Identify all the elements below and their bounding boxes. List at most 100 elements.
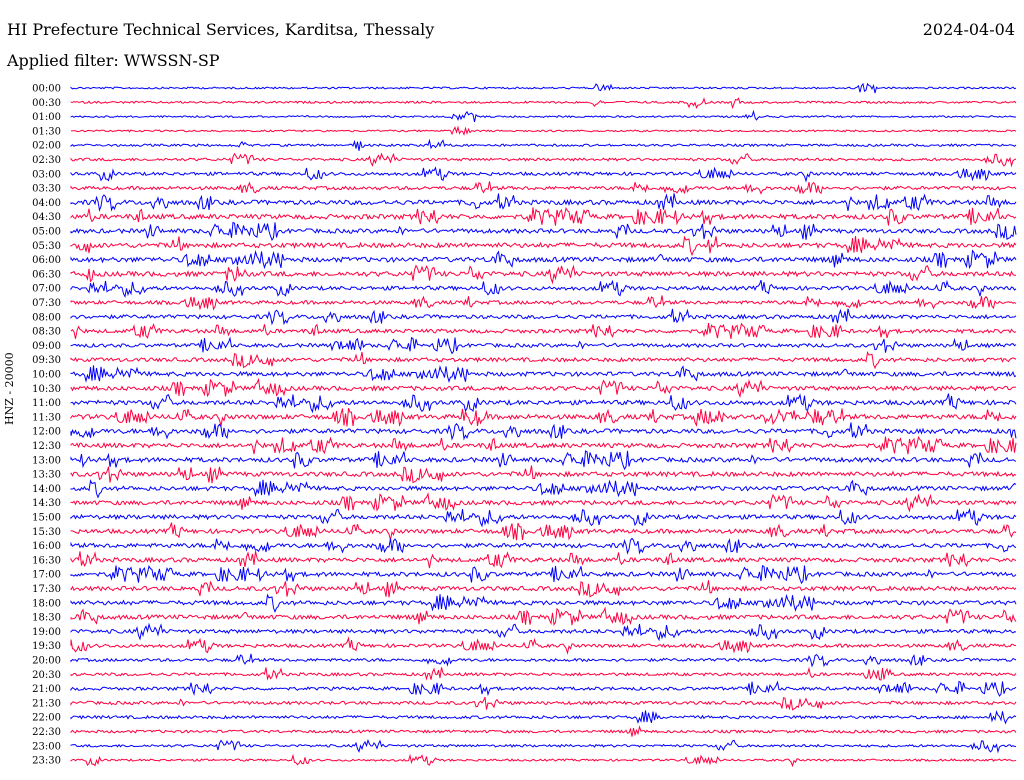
- trace-2100: [70, 680, 1017, 697]
- trace-0130: [70, 125, 1017, 136]
- row-time-label: 03:00: [32, 169, 61, 180]
- row-time-label: 16:00: [32, 541, 61, 552]
- row-time-label: 08:30: [32, 327, 61, 338]
- trace-0000: [70, 82, 1017, 94]
- trace-0800: [70, 308, 1017, 326]
- row-time-label: 03:30: [32, 184, 61, 195]
- trace-2030: [70, 666, 1017, 681]
- trace-1230: [70, 435, 1017, 455]
- trace-1130: [70, 408, 1017, 427]
- row-time-label: 02:00: [32, 141, 61, 152]
- trace-0630: [70, 264, 1017, 285]
- trace-0330: [70, 181, 1017, 195]
- trace-0200: [70, 138, 1017, 151]
- row-time-label: 17:00: [32, 570, 61, 581]
- trace-1730: [70, 580, 1017, 598]
- row-time-label: 16:30: [32, 555, 61, 566]
- row-time-label: 10:30: [32, 384, 61, 395]
- trace-2230: [70, 725, 1017, 737]
- row-time-label: 12:00: [32, 427, 61, 438]
- row-time-label: 20:30: [32, 670, 61, 681]
- row-time-label: 14:00: [32, 484, 61, 495]
- trace-0830: [70, 322, 1017, 340]
- trace-1830: [70, 606, 1017, 627]
- row-time-label: 11:30: [32, 412, 61, 423]
- trace-0700: [70, 279, 1017, 298]
- trace-0430: [70, 206, 1017, 226]
- trace-1030: [70, 377, 1017, 399]
- trace-1100: [70, 393, 1017, 414]
- trace-0900: [70, 336, 1017, 355]
- row-time-label: 23:00: [32, 741, 61, 752]
- row-time-label: 04:00: [32, 198, 61, 209]
- row-time-label: 07:00: [32, 284, 61, 295]
- row-time-label: 13:00: [32, 455, 61, 466]
- row-time-label: 20:00: [32, 656, 61, 667]
- trace-0930: [70, 351, 1017, 370]
- trace-1530: [70, 522, 1017, 541]
- trace-1430: [70, 492, 1017, 513]
- filter-label: Applied filter: WWSSN-SP: [7, 51, 220, 70]
- row-time-label: 15:00: [32, 513, 61, 524]
- row-time-label: 01:00: [32, 112, 61, 123]
- trace-1500: [70, 508, 1017, 528]
- row-time-label: 18:30: [32, 613, 61, 624]
- row-time-label: 08:00: [32, 312, 61, 323]
- trace-2130: [70, 696, 1017, 711]
- trace-0730: [70, 295, 1017, 311]
- trace-1800: [70, 593, 1017, 614]
- trace-1000: [70, 365, 1017, 384]
- row-time-label: 02:30: [32, 155, 61, 166]
- page-title: HI Prefecture Technical Services, Kardit…: [7, 20, 435, 39]
- trace-2000: [70, 653, 1017, 668]
- row-time-label: 00:30: [32, 98, 61, 109]
- row-time-label: 09:00: [32, 341, 61, 352]
- trace-0530: [70, 235, 1017, 257]
- row-time-label: 12:30: [32, 441, 61, 452]
- trace-0030: [70, 97, 1017, 110]
- trace-1300: [70, 450, 1017, 471]
- row-time-label: 09:30: [32, 355, 61, 366]
- row-time-label: 23:30: [32, 756, 61, 767]
- row-time-label: 00:00: [32, 84, 61, 95]
- trace-0400: [70, 193, 1017, 212]
- trace-1330: [70, 465, 1017, 484]
- row-time-label: 06:00: [32, 255, 61, 266]
- trace-1400: [70, 479, 1017, 499]
- row-time-label: 07:30: [32, 298, 61, 309]
- row-time-label: 19:30: [32, 641, 61, 652]
- row-time-label: 06:30: [32, 269, 61, 280]
- row-time-label: 21:00: [32, 684, 61, 695]
- trace-1900: [70, 622, 1017, 642]
- trace-0230: [70, 152, 1017, 168]
- record-date: 2024-04-04: [922, 20, 1015, 39]
- trace-1930: [70, 636, 1016, 655]
- row-time-label: 17:30: [32, 584, 61, 595]
- row-time-label: 01:30: [32, 126, 61, 137]
- trace-2200: [70, 710, 1017, 725]
- trace-0300: [70, 166, 1017, 183]
- row-time-label: 05:00: [32, 227, 61, 238]
- row-time-label: 22:30: [32, 727, 61, 738]
- row-time-label: 14:30: [32, 498, 61, 509]
- row-time-label: 05:30: [32, 241, 61, 252]
- trace-2300: [70, 738, 1017, 754]
- row-time-label: 21:30: [32, 698, 61, 709]
- trace-1600: [70, 537, 1017, 555]
- trace-1630: [70, 551, 1017, 569]
- trace-0100: [70, 109, 1017, 123]
- row-time-label: 04:30: [32, 212, 61, 223]
- trace-2330: [70, 753, 1017, 768]
- row-time-label: 11:00: [32, 398, 61, 409]
- trace-0600: [70, 249, 1017, 270]
- trace-1700: [70, 564, 1017, 585]
- row-time-label: 18:00: [32, 598, 61, 609]
- trace-0500: [70, 221, 1017, 241]
- row-time-label: 22:00: [32, 713, 61, 724]
- row-time-label: 15:30: [32, 527, 61, 538]
- row-time-label: 19:00: [32, 627, 61, 638]
- trace-1200: [70, 422, 1017, 441]
- row-time-label: 13:30: [32, 470, 61, 481]
- row-time-label: 10:00: [32, 370, 61, 381]
